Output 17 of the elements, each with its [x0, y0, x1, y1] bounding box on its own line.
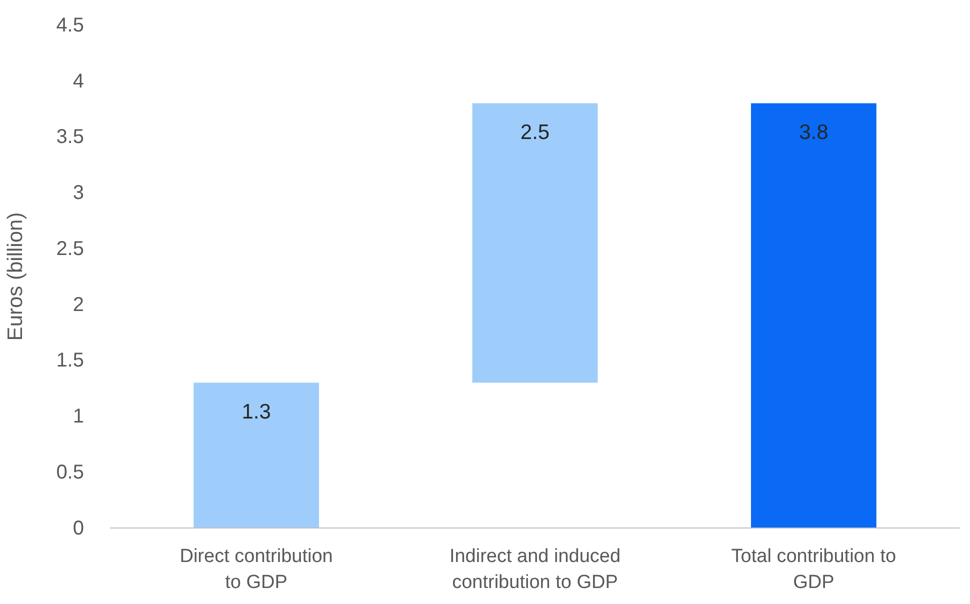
y-tick-label: 4 — [72, 70, 84, 92]
y-tick-label: 0.5 — [56, 462, 84, 484]
y-tick-label: 3 — [72, 182, 84, 204]
data-label: 1.3 — [242, 400, 271, 424]
y-tick-label: 2 — [72, 294, 84, 316]
data-label: 3.8 — [799, 121, 828, 144]
x-tick-label: Total contribution to GDP — [731, 546, 896, 593]
data-label: 2.5 — [520, 121, 550, 144]
y-tick-label: 0 — [72, 517, 84, 540]
y-tick-label: 4.5 — [56, 14, 84, 36]
x-tick-label: Indirect and induced contribution to GDP — [449, 546, 621, 593]
y-axis-title: Euros (billion) — [4, 212, 27, 341]
y-tick-label: 3.5 — [56, 126, 84, 148]
y-tick-label: 1.5 — [56, 350, 84, 372]
y-tick-label: 1 — [72, 406, 84, 428]
x-tick-label: Direct contribution to GDP — [180, 546, 333, 593]
y-tick-label: 2.5 — [56, 238, 84, 260]
